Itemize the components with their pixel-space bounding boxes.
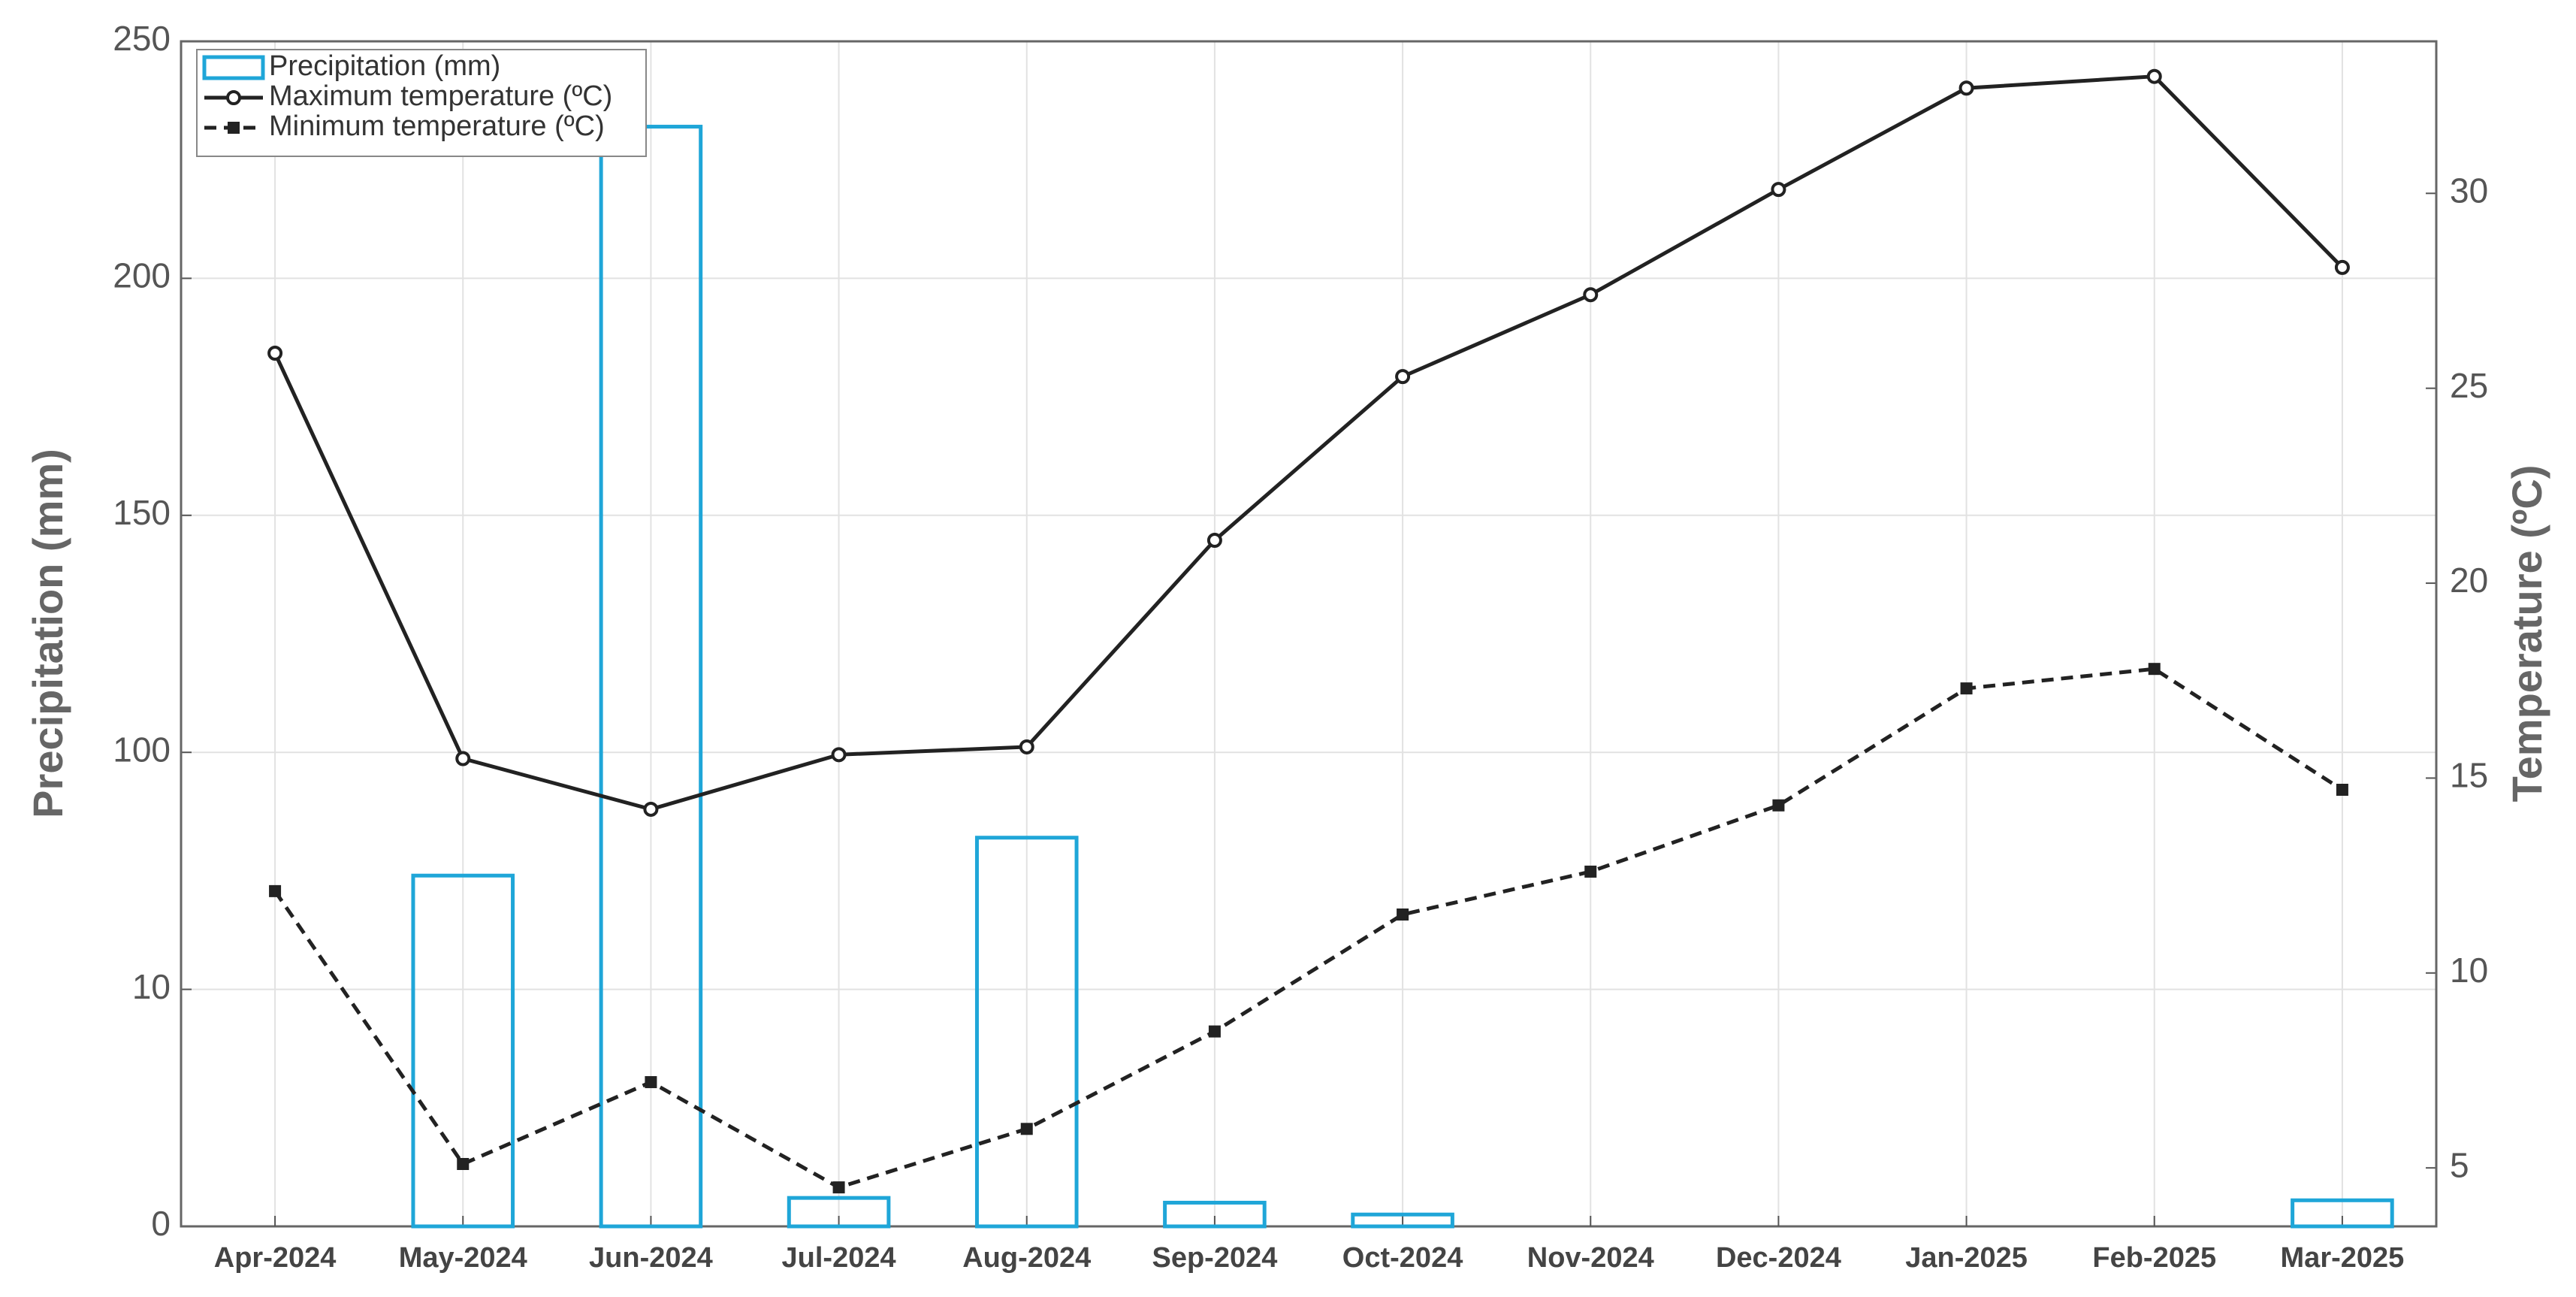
legend-label: Minimum temperature (ºC) (269, 110, 605, 142)
y2-tick-label: 30 (2450, 171, 2488, 210)
marker (457, 1158, 470, 1170)
marker (643, 801, 659, 817)
marker (645, 1076, 657, 1089)
marker (1771, 182, 1786, 198)
marker (1772, 799, 1785, 812)
y-axis-label: Precipitation (mm) (24, 449, 71, 818)
x-tick-label: Feb-2025 (2092, 1242, 2216, 1274)
legend-box (196, 49, 647, 157)
y2-tick-label: 10 (2450, 951, 2488, 990)
legend-label: Precipitation (mm) (269, 50, 500, 82)
bar (411, 873, 515, 1229)
y-tick-label: 250 (113, 19, 171, 58)
legend-label: Maximum temperature (ºC) (269, 80, 612, 112)
x-tick-label: Jun-2024 (589, 1242, 713, 1274)
marker (1584, 865, 1597, 878)
y-tick-label: 0 (151, 1204, 171, 1243)
legend-swatch (202, 55, 265, 80)
x-tick-label: Nov-2024 (1527, 1242, 1654, 1274)
marker (2148, 663, 2161, 676)
x-tick-label: Jan-2025 (1905, 1242, 2028, 1274)
marker (1020, 1123, 1033, 1135)
marker (2336, 784, 2348, 796)
bar (2291, 1198, 2394, 1229)
marker (1583, 287, 1599, 303)
marker (2146, 68, 2162, 84)
bar (1163, 1200, 1267, 1229)
marker (455, 751, 471, 766)
y-tick-label: 100 (113, 730, 171, 769)
y-tick-label: 200 (113, 256, 171, 295)
y2-tick-label: 15 (2450, 756, 2488, 795)
legend-marker (228, 122, 240, 134)
y2-tick-label: 5 (2450, 1145, 2469, 1184)
bar (787, 1196, 891, 1229)
bar (974, 836, 1079, 1229)
x-tick-label: Oct-2024 (1342, 1242, 1463, 1274)
x-tick-label: Mar-2025 (2281, 1242, 2405, 1274)
plot-frame (180, 40, 2438, 1228)
line (273, 667, 2344, 1190)
marker (1960, 682, 1973, 695)
marker (269, 884, 282, 897)
marker (1958, 80, 1974, 96)
bar (599, 125, 703, 1229)
x-tick-label: Sep-2024 (1152, 1242, 1277, 1274)
marker (1206, 533, 1222, 548)
marker (267, 346, 283, 361)
marker (1395, 369, 1411, 385)
x-tick-label: Dec-2024 (1716, 1242, 1841, 1274)
legend-marker (226, 90, 241, 105)
y2-tick-label: 20 (2450, 561, 2488, 600)
marker (1208, 1025, 1221, 1038)
line (273, 74, 2344, 812)
y2-tick-label: 25 (2450, 366, 2488, 405)
x-tick-label: Jul-2024 (782, 1242, 896, 1274)
bar (1351, 1212, 1454, 1229)
y-tick-label: 150 (113, 493, 171, 532)
marker (2334, 259, 2350, 275)
y-tick-label: 10 (132, 967, 171, 1006)
marker (1397, 909, 1409, 921)
marker (1019, 739, 1034, 754)
marker (831, 747, 847, 763)
x-tick-label: Apr-2024 (214, 1242, 337, 1274)
y2-axis-label: Temperature (ºC) (2503, 465, 2550, 803)
x-tick-label: Aug-2024 (962, 1242, 1091, 1274)
marker (832, 1181, 845, 1194)
x-tick-label: May-2024 (399, 1242, 527, 1274)
